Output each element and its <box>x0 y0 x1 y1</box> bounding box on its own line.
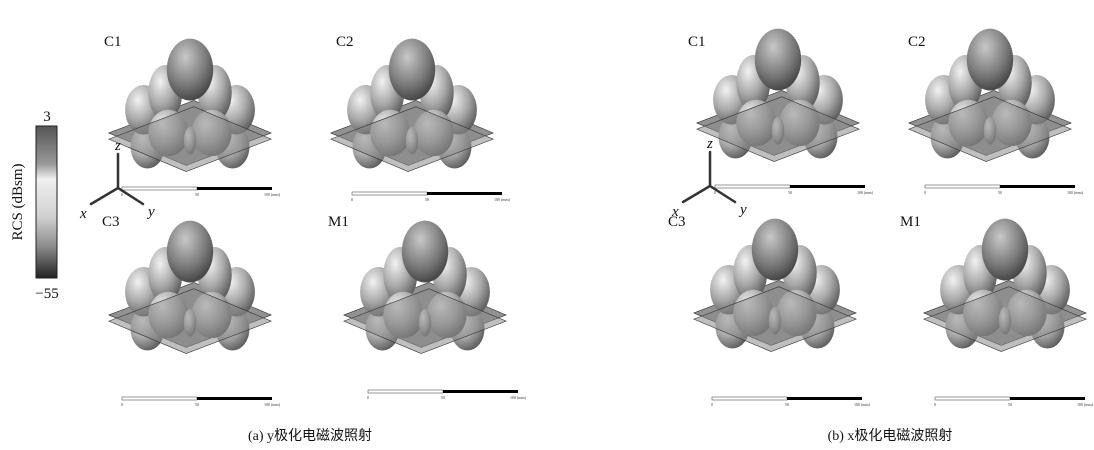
scale-bar-label: 50 <box>998 190 1002 195</box>
scale-bar-white <box>121 186 198 191</box>
scale-bar-label: 50 <box>785 402 789 407</box>
scale-bar-white <box>711 396 788 401</box>
scale-bar-black <box>443 390 518 393</box>
panel-label: M1 <box>328 214 349 230</box>
axis-arrow <box>89 186 120 206</box>
panel-label: M1 <box>900 214 921 230</box>
scale-bar-label: 0 <box>121 402 123 407</box>
scale-bar-label: 50 <box>441 395 445 400</box>
axis-arrow <box>681 184 712 204</box>
scale-bar-label: 0 <box>367 395 369 400</box>
scale-bar-black <box>1010 397 1085 400</box>
panel-label: C2 <box>908 34 926 50</box>
scale-bar-black <box>790 185 865 188</box>
scale-bar-label: 0 <box>714 190 716 195</box>
scale-bar-label: 50 <box>788 190 792 195</box>
radiation-pattern <box>693 218 857 352</box>
axis-label: z <box>114 138 121 154</box>
scale-bar-white <box>367 389 444 394</box>
scale-bar-label: 100 (mm) <box>854 402 871 407</box>
scale-bar-white <box>924 184 1001 189</box>
scale-bar-label: 50 <box>425 197 429 202</box>
colorbar-max: 3 <box>43 109 51 125</box>
scale-bar-label: 100 (mm) <box>494 197 511 202</box>
axis-label: y <box>738 202 747 218</box>
scale-bar-label: 50 <box>195 402 199 407</box>
radiation-pattern <box>343 220 507 354</box>
scale-bar-label: 100 (mm) <box>1067 190 1084 195</box>
scale-bar-black <box>1000 185 1075 188</box>
scale-bar-black <box>197 187 272 190</box>
panel-label: C3 <box>102 214 120 230</box>
scale-bar-label: 100 (mm) <box>857 190 874 195</box>
scale-bar-black <box>787 397 862 400</box>
scale-bar-label: 0 <box>351 197 353 202</box>
panel-caption: (a) y极化电磁波照射 <box>248 428 372 444</box>
scale-bar-label: 0 <box>121 192 123 197</box>
panel-label: C1 <box>104 34 122 50</box>
axis-arrow <box>708 184 737 204</box>
colorbar-min: −55 <box>35 286 58 302</box>
radiation-pattern <box>908 28 1072 162</box>
radiation-pattern <box>108 220 272 354</box>
scale-bar-white <box>121 396 198 401</box>
axis-label: y <box>146 204 155 220</box>
axis-label: z <box>706 136 713 152</box>
scale-bar-label: 100 (mm) <box>1077 402 1094 407</box>
radiation-pattern <box>923 218 1087 352</box>
scale-bar-label: 0 <box>934 402 936 407</box>
panel-label: C3 <box>668 214 686 230</box>
scale-bar-white <box>714 184 791 189</box>
radiation-pattern <box>330 38 494 172</box>
scale-bar-label: 50 <box>1008 402 1012 407</box>
scale-bar-label: 100 (mm) <box>264 402 281 407</box>
scale-bar-white <box>934 396 1011 401</box>
radiation-pattern <box>696 28 860 162</box>
colorbar-label: RCS (dBsm) <box>10 163 26 240</box>
radiation-pattern <box>108 38 272 172</box>
scale-bar-label: 0 <box>924 190 926 195</box>
scale-bar-label: 0 <box>711 402 713 407</box>
axis-label: x <box>671 204 679 220</box>
axis-label: x <box>79 206 87 222</box>
panel-label: C2 <box>336 34 354 50</box>
panel-caption: (b) x极化电磁波照射 <box>828 428 953 444</box>
axis-arrow <box>116 186 145 206</box>
scale-bar-label: 50 <box>195 192 199 197</box>
colorbar <box>35 125 58 279</box>
scale-bar-black <box>427 192 502 195</box>
panel-label: C1 <box>688 34 706 50</box>
scale-bar-label: 100 (mm) <box>510 395 527 400</box>
scale-bar-black <box>197 397 272 400</box>
scale-bar-label: 100 (mm) <box>264 192 281 197</box>
scale-bar-white <box>351 191 428 196</box>
